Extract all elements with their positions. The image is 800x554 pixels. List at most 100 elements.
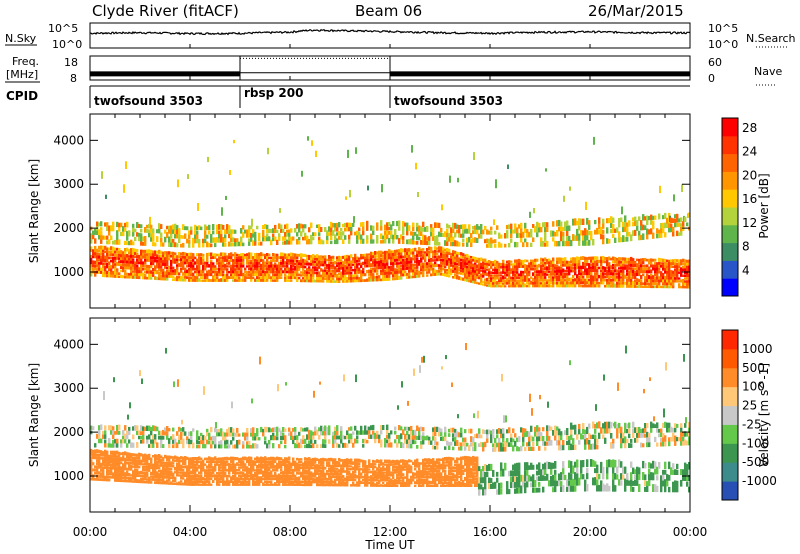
heatmap-cell: [302, 474, 305, 478]
heatmap-cell: [98, 253, 101, 256]
heatmap-cell: [640, 281, 643, 285]
heatmap-cell: [178, 258, 181, 262]
heatmap-cell: [612, 223, 615, 228]
heatmap-cell: [144, 468, 147, 472]
heatmap-cell: [374, 276, 377, 279]
heatmap-cell: [494, 276, 497, 280]
heatmap-cell: [342, 261, 345, 265]
heatmap-cell: [96, 433, 99, 439]
heatmap-cell: [676, 262, 679, 266]
heatmap-cell: [332, 460, 335, 465]
heatmap-cell: [164, 469, 167, 473]
heatmap-cell: [218, 429, 221, 433]
heatmap-cell: [294, 483, 297, 486]
heatmap-cell: [158, 228, 161, 234]
heatmap-cell: [390, 258, 393, 263]
heatmap-cell: [138, 456, 141, 460]
heatmap-cell: [280, 440, 283, 445]
heatmap-cell: [526, 279, 529, 282]
heatmap-cell: [492, 272, 495, 275]
heatmap-cell: [402, 269, 405, 274]
heatmap-cell: [106, 475, 109, 479]
heatmap-cell: [318, 271, 321, 275]
heatmap-cell: [108, 225, 111, 232]
heatmap-cell: [412, 275, 415, 279]
heatmap-cell: [404, 261, 407, 265]
heatmap-cell: [124, 248, 127, 252]
heatmap-cell: [560, 278, 563, 282]
heatmap-cell: [344, 280, 347, 283]
heatmap-cell: [428, 258, 431, 262]
heatmap-cell: [688, 268, 691, 272]
heatmap-cell: [194, 224, 197, 231]
heatmap-cell: [160, 237, 163, 243]
heatmap-cell: [96, 254, 99, 259]
heatmap-cell: [184, 258, 187, 262]
heatmap-cell: [646, 282, 649, 286]
heatmap-cell: [356, 278, 359, 283]
heatmap-cell: [328, 273, 331, 278]
heatmap-cell: [482, 280, 485, 284]
heatmap-cell: [404, 254, 407, 259]
heatmap-cell: [502, 275, 505, 280]
heatmap-cell: [320, 255, 323, 259]
heatmap-cell: [294, 273, 297, 277]
heatmap-cell: [552, 263, 555, 267]
heatmap-cell: [284, 232, 287, 237]
heatmap-cell: [100, 227, 103, 231]
heatmap-cell: [310, 438, 313, 444]
heatmap-cell: [222, 457, 225, 461]
heatmap-cell: [430, 230, 433, 237]
heatmap-cell: [252, 268, 255, 271]
heatmap-cell: [284, 240, 287, 245]
heatmap-cell: [180, 434, 183, 440]
heatmap-cell: [186, 436, 189, 440]
heatmap-cell: [464, 275, 467, 279]
heatmap-cell: [234, 468, 237, 472]
heatmap-cell: [200, 273, 203, 277]
heatmap-cell: [248, 459, 251, 463]
heatmap-cell: [208, 269, 211, 274]
heatmap-cell: [524, 270, 527, 274]
heatmap-cell: [140, 459, 143, 463]
heatmap-cell: [256, 255, 259, 259]
heatmap-cell: [684, 265, 687, 269]
heatmap-cell: [246, 229, 249, 234]
heatmap-cell: [140, 470, 143, 475]
heatmap-cell: [302, 271, 305, 274]
heatmap-cell: [344, 227, 347, 232]
heatmap-cell: [128, 463, 131, 468]
heatmap-cell: [438, 246, 441, 250]
heatmap-cell: [496, 284, 499, 288]
heatmap-cell: [542, 261, 545, 265]
heatmap-cell: [260, 426, 263, 433]
heatmap-cell: [304, 275, 307, 280]
heatmap-cell: [672, 261, 675, 266]
heatmap-cell: [254, 433, 257, 437]
heatmap-cell: [330, 221, 333, 228]
heatmap-cell: [526, 264, 529, 268]
heatmap-cell: [594, 262, 597, 266]
heatmap-cell: [220, 278, 223, 282]
heatmap-cell: [214, 477, 217, 481]
heatmap-cell: [298, 237, 301, 241]
heatmap-cell: [166, 479, 169, 482]
heatmap-cell: [330, 269, 333, 273]
heatmap-cell: [594, 272, 597, 276]
heatmap-cell: [394, 229, 397, 235]
heatmap-cell: [344, 272, 347, 275]
heatmap-cell: [218, 444, 221, 449]
heatmap-cell: [628, 231, 631, 237]
heatmap-cell: [128, 452, 131, 456]
heatmap-cell: [612, 226, 615, 233]
heatmap-cell: [580, 265, 583, 270]
heatmap-cell: [226, 456, 229, 461]
heatmap-cell: [264, 436, 267, 441]
heatmap-cell: [236, 238, 239, 243]
heatmap-cell: [584, 228, 587, 236]
heatmap-cell: [170, 251, 173, 255]
heatmap-cell: [680, 267, 683, 272]
heatmap-cell: [572, 234, 575, 241]
heatmap-cell: [122, 263, 125, 267]
heatmap-cell: [508, 281, 511, 285]
